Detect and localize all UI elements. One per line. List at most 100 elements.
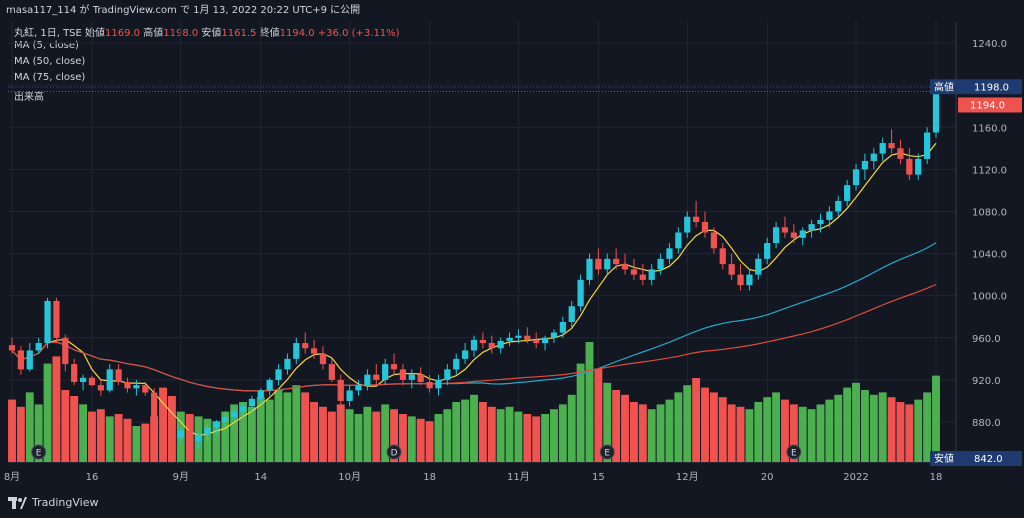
candle-body-65 xyxy=(586,258,593,280)
candle-48 xyxy=(435,374,442,396)
ma5-legend[interactable]: MA (5, close) xyxy=(14,40,79,51)
candle-42 xyxy=(382,358,389,386)
candle-body-39 xyxy=(355,385,362,391)
candle-70 xyxy=(630,258,638,280)
candle-62 xyxy=(559,316,566,338)
ma75-line xyxy=(11,283,937,392)
candle-body-73 xyxy=(657,258,664,270)
volume-bar-95 xyxy=(852,382,860,462)
x-tick-0: 8月 xyxy=(4,471,20,483)
volume-bar-66 xyxy=(594,368,603,462)
volume-bar-88 xyxy=(789,404,798,462)
volume-legend[interactable]: 出来高 xyxy=(14,92,44,103)
ma75-legend[interactable]: MA (75, close) xyxy=(14,72,86,83)
candle-body-10 xyxy=(97,385,104,391)
volume-bar-39 xyxy=(354,414,363,462)
volume-bar-64 xyxy=(576,363,585,462)
candle-body-95 xyxy=(852,169,860,186)
volume-bar-53 xyxy=(478,402,487,462)
candle-body-69 xyxy=(621,264,629,270)
candle-body-32 xyxy=(293,343,300,359)
volume-bar-71 xyxy=(638,404,647,462)
volume-bar-58 xyxy=(523,414,532,462)
volume-bar-38 xyxy=(345,409,354,462)
volume-bar-101 xyxy=(905,404,914,462)
volume-bar-5 xyxy=(52,356,61,462)
candle-body-25 xyxy=(231,411,238,417)
volume-bar-52 xyxy=(470,394,478,462)
candle-body-0 xyxy=(8,345,16,351)
candle-body-14 xyxy=(133,385,140,389)
volume-bar-27 xyxy=(247,406,256,462)
candle-8 xyxy=(79,374,87,391)
candle-52 xyxy=(470,335,478,357)
candle-body-45 xyxy=(408,374,415,380)
y-tick-6: 1120.0 xyxy=(972,165,1007,176)
x-tick-9: 20 xyxy=(761,472,774,483)
candle-body-85 xyxy=(764,243,771,259)
volume-bar-4 xyxy=(43,363,52,462)
candle-40 xyxy=(364,369,371,391)
volume-bar-73 xyxy=(656,404,665,462)
candle-56 xyxy=(506,332,513,347)
event-marker-2 xyxy=(599,444,615,460)
candle-body-102 xyxy=(915,158,922,175)
publish-header: masa117_114 が TradingView.com で 1月 13, 2… xyxy=(6,5,361,16)
volume-bar-48 xyxy=(434,414,443,462)
candle-body-94 xyxy=(844,185,851,201)
volume-bar-33 xyxy=(301,392,310,462)
candle-29 xyxy=(266,377,273,396)
candle-53 xyxy=(479,332,486,349)
candle-body-98 xyxy=(879,143,886,154)
symbol-name: 丸紅, 1日, TSE xyxy=(14,28,82,39)
candle-41 xyxy=(373,364,380,386)
volume-bar-94 xyxy=(843,387,852,462)
candle-body-37 xyxy=(337,379,344,401)
candle-body-71 xyxy=(639,274,646,280)
x-tick-1: 16 xyxy=(86,472,99,483)
candle-1 xyxy=(17,346,24,375)
candle-body-47 xyxy=(426,382,433,389)
candle-body-1 xyxy=(17,350,24,370)
candle-body-76 xyxy=(684,216,691,233)
candle-5 xyxy=(53,297,60,344)
candle-54 xyxy=(488,335,495,354)
volume-bar-91 xyxy=(816,404,825,462)
candle-body-62 xyxy=(559,322,566,333)
candle-body-87 xyxy=(781,227,789,233)
candle-97 xyxy=(870,148,877,170)
volume-bar-42 xyxy=(381,404,390,462)
event-marker-1 xyxy=(386,444,402,460)
x-tick-4: 10月 xyxy=(338,471,361,483)
candle-body-2 xyxy=(26,350,33,370)
tradingview-footer[interactable]: TradingView xyxy=(8,496,98,509)
candle-body-5 xyxy=(53,300,60,338)
volume-bar-24 xyxy=(221,411,230,462)
candle-25 xyxy=(231,408,238,422)
volume-bar-65 xyxy=(585,342,594,462)
candle-92 xyxy=(826,206,833,228)
volume-bar-67 xyxy=(603,382,612,462)
y-tick-2: 960.0 xyxy=(972,334,1001,345)
candle-87 xyxy=(781,216,789,238)
volume-bar-83 xyxy=(745,409,754,462)
candle-20 xyxy=(186,427,193,446)
candle-body-93 xyxy=(835,200,842,212)
volume-bar-50 xyxy=(452,402,461,462)
candle-0 xyxy=(8,337,16,354)
candle-body-18 xyxy=(168,432,176,438)
candle-33 xyxy=(302,332,309,354)
chart-grid xyxy=(8,22,957,463)
volume-bar-15 xyxy=(141,423,150,462)
high-tag-label: 高値 xyxy=(934,80,954,93)
candle-body-96 xyxy=(861,160,869,170)
candle-body-100 xyxy=(897,148,904,159)
candle-body-34 xyxy=(310,348,318,354)
candle-body-59 xyxy=(533,339,540,344)
x-tick-6: 11月 xyxy=(507,471,530,483)
ma50-legend[interactable]: MA (50, close) xyxy=(14,56,86,67)
candle-body-49 xyxy=(444,369,451,380)
candle-78 xyxy=(701,211,709,238)
candle-90 xyxy=(808,219,815,238)
